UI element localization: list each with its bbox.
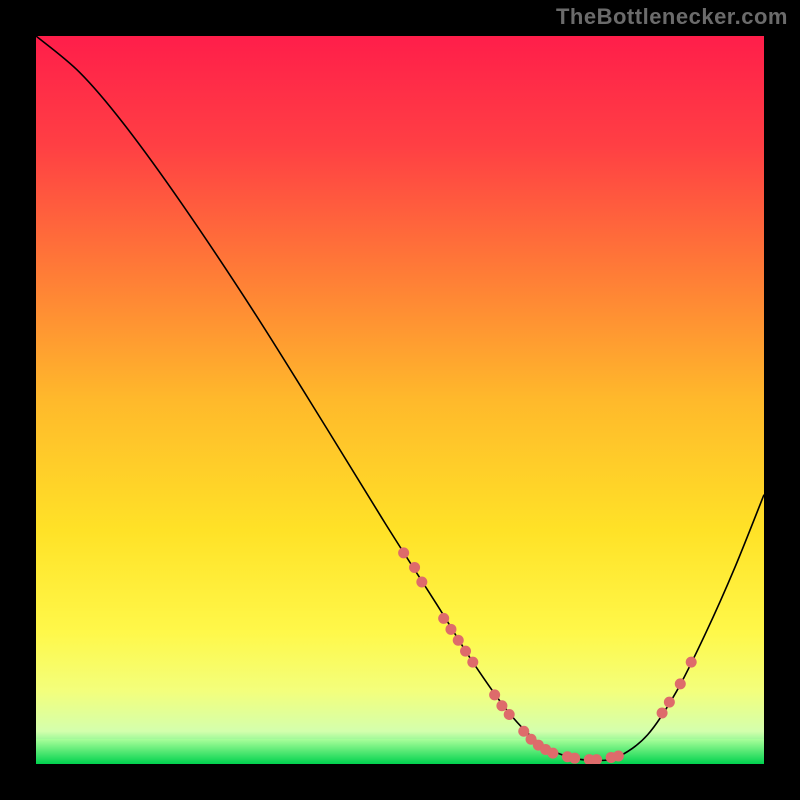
chart-container: TheBottlenecker.com <box>0 0 800 800</box>
plot-svg <box>36 36 764 764</box>
data-marker <box>460 646 471 657</box>
data-marker <box>613 750 624 761</box>
data-marker <box>675 678 686 689</box>
data-marker <box>467 657 478 668</box>
data-marker <box>416 577 427 588</box>
data-marker <box>496 700 507 711</box>
plot-area <box>36 36 764 764</box>
data-marker <box>547 748 558 759</box>
data-marker <box>453 635 464 646</box>
data-marker <box>657 708 668 719</box>
curve-line <box>36 36 764 760</box>
data-marker <box>409 562 420 573</box>
data-marker <box>398 547 409 558</box>
watermark-text: TheBottlenecker.com <box>556 4 788 30</box>
data-marker <box>664 697 675 708</box>
data-marker <box>504 709 515 720</box>
data-marker <box>686 657 697 668</box>
data-marker <box>569 753 580 764</box>
data-marker <box>438 613 449 624</box>
data-marker <box>445 624 456 635</box>
data-marker <box>489 689 500 700</box>
